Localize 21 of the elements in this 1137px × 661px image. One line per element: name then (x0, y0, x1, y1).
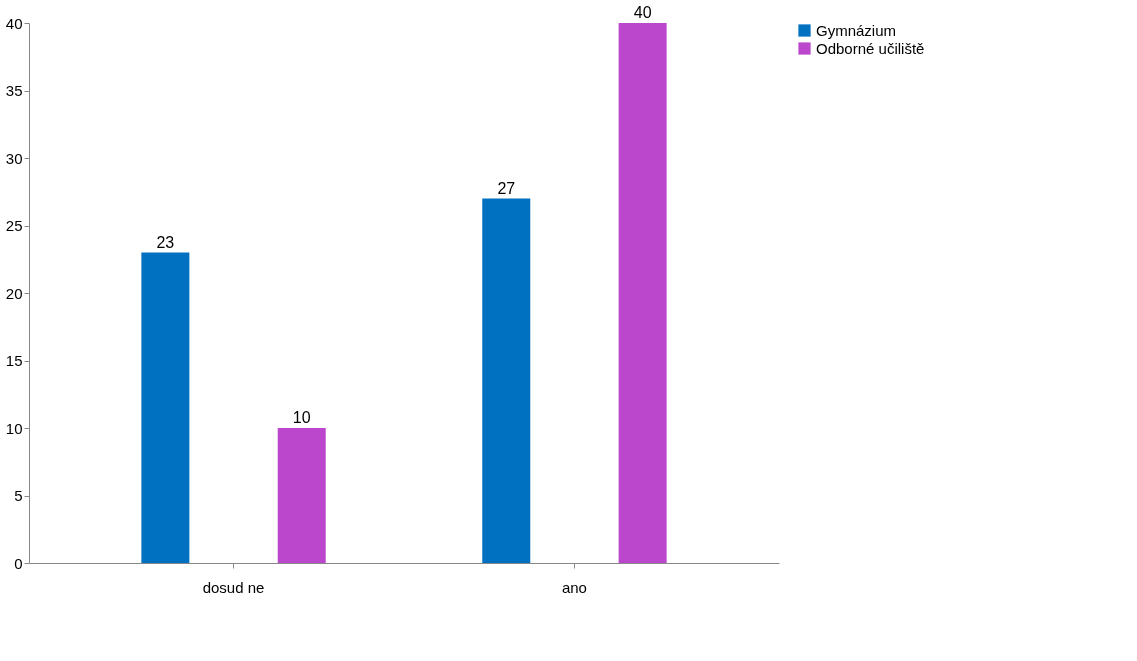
data-label: 23 (156, 233, 175, 251)
y-tick-label: 20 (5, 284, 23, 302)
y-tick-label: 25 (5, 217, 23, 234)
x-tick-label: ano (561, 578, 587, 596)
data-label: 10 (292, 409, 311, 426)
bar (618, 23, 667, 563)
y-tick-label: 10 (5, 419, 23, 437)
y-tick-label: 30 (5, 149, 23, 167)
legend-label: Odborné učiliště (816, 39, 925, 57)
y-tick-label: 15 (5, 352, 23, 369)
bar (277, 428, 326, 563)
y-tick-label: 40 (5, 14, 23, 32)
x-tick-label: dosud ne (202, 578, 265, 596)
bar (482, 198, 531, 563)
y-tick-label: 35 (5, 82, 23, 99)
y-tick-label: 0 (14, 554, 23, 572)
data-label: 40 (633, 4, 652, 21)
data-label: 27 (497, 179, 516, 197)
bar (141, 252, 190, 563)
y-tick-label: 5 (14, 487, 23, 504)
legend-label: Gymnázium (816, 21, 897, 39)
